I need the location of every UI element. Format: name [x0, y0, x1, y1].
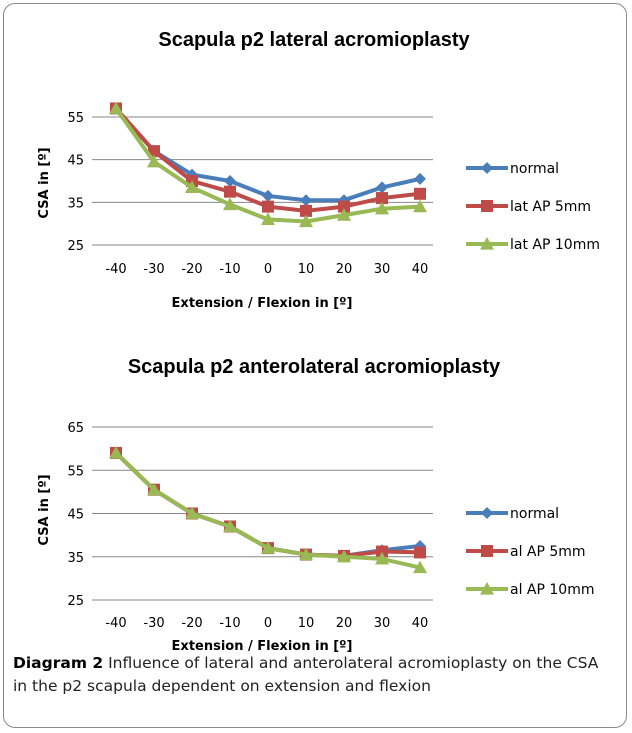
y-axis-label: CSA in [º] [37, 474, 52, 545]
y-tick-label: 55 [67, 464, 84, 479]
data-point [375, 201, 389, 215]
y-axis-label: CSA in [º] [37, 147, 52, 218]
gridlines [92, 426, 433, 601]
y-tick-label: 35 [67, 196, 84, 211]
data-point [299, 214, 313, 228]
data-point [261, 541, 275, 554]
x-tick-label: -20 [181, 616, 202, 631]
data-point [414, 172, 426, 185]
legend-label: normal [510, 161, 559, 177]
x-tick-labels: -40 -30 -20 -10 0 10 20 30 40 [105, 262, 428, 277]
data-point [109, 101, 123, 115]
x-tick-label: 0 [264, 262, 272, 277]
x-tick-label: -20 [181, 262, 202, 277]
y-tick-label: 45 [67, 508, 84, 523]
series-line-al-ap-5mm [114, 451, 421, 558]
data-point [147, 482, 161, 496]
data-point [185, 506, 199, 520]
caption-text: Influence of lateral and anterolateral a… [13, 654, 599, 695]
x-tick-label: 30 [374, 616, 391, 631]
x-tick-label: -10 [219, 616, 240, 631]
x-tick-label: 40 [412, 616, 429, 631]
legend-label: lat AP 5mm [510, 199, 591, 215]
x-tick-label: -40 [105, 616, 126, 631]
chart-title: Scapula p2 anterolateral acromioplasty [128, 356, 501, 378]
data-point [413, 199, 427, 213]
data-point [224, 185, 236, 198]
y-tick-label: 35 [67, 551, 84, 566]
series-lines [109, 445, 427, 574]
data-point [414, 546, 426, 559]
data-point [147, 154, 161, 168]
data-point [376, 181, 388, 194]
series-line-normal [114, 107, 421, 203]
data-point [224, 175, 236, 187]
data-point [109, 445, 123, 459]
y-tick-label: 55 [67, 111, 84, 126]
x-tick-label: -40 [105, 262, 126, 277]
data-point [262, 200, 274, 213]
series-line-normal [114, 451, 421, 558]
y-tick-label: 25 [67, 239, 84, 254]
legend-label: al AP 5mm [510, 544, 586, 560]
data-point [376, 192, 388, 205]
x-tick-label: 30 [374, 262, 391, 277]
y-tick-label: 25 [67, 594, 84, 609]
y-tick-labels: 25 35 45 55 [67, 111, 84, 254]
x-tick-label: -30 [143, 616, 164, 631]
legend-marker [481, 545, 493, 557]
data-point [375, 551, 389, 565]
caption-label: Diagram 2 [13, 654, 104, 672]
y-tick-label: 45 [67, 154, 84, 169]
x-tick-label: 20 [336, 262, 353, 277]
figure-caption: Diagram 2 Influence of lateral and anter… [13, 652, 613, 698]
legend-marker [480, 582, 494, 595]
data-point [262, 189, 274, 202]
x-tick-label: 10 [298, 262, 315, 277]
legend-marker [480, 237, 494, 250]
legend-label: al AP 10mm [510, 582, 594, 598]
x-tick-label: -30 [143, 262, 164, 277]
chart-anterolateral-acromioplasty: Scapula p2 anterolateral acromioplasty 2… [37, 356, 594, 654]
x-axis-label: Extension / Flexion in [º] [172, 296, 353, 311]
data-point [300, 204, 312, 217]
legend-marker [481, 162, 493, 174]
data-point [300, 194, 312, 207]
data-point [376, 545, 388, 558]
legend-marker [481, 200, 493, 212]
series-lines [109, 101, 427, 228]
x-tick-label: -10 [219, 262, 240, 277]
legend-marker [481, 507, 493, 519]
legend: normal al AP 5mm al AP 10mm [466, 506, 594, 598]
data-point [337, 549, 351, 563]
x-tick-label: 40 [412, 262, 429, 277]
data-point [261, 212, 275, 225]
data-point [223, 197, 237, 211]
data-point [299, 547, 313, 561]
y-tick-label: 65 [67, 421, 84, 436]
chart-title: Scapula p2 lateral acromioplasty [158, 29, 470, 51]
x-tick-label: 0 [264, 616, 272, 631]
legend: normal lat AP 5mm lat AP 10mm [466, 161, 600, 253]
y-tick-labels: 25 35 45 55 65 [67, 421, 84, 609]
data-point [185, 180, 199, 193]
data-point [337, 208, 351, 221]
data-point [414, 187, 426, 200]
data-point [223, 519, 237, 533]
data-point [413, 560, 427, 574]
data-point [148, 145, 160, 158]
figure-frame [3, 3, 627, 728]
x-tick-label: 10 [298, 616, 315, 631]
data-point [338, 200, 350, 213]
x-tick-label: 20 [336, 616, 353, 631]
chart-lateral-acromioplasty: Scapula p2 lateral acromioplasty 25 35 45 5… [37, 29, 600, 311]
x-axis-label: Extension / Flexion in [º] [172, 639, 353, 654]
legend-label: lat AP 10mm [510, 237, 600, 253]
x-tick-labels: -40 -30 -20 -10 0 10 20 30 40 [105, 616, 428, 631]
legend-label: normal [510, 506, 559, 522]
